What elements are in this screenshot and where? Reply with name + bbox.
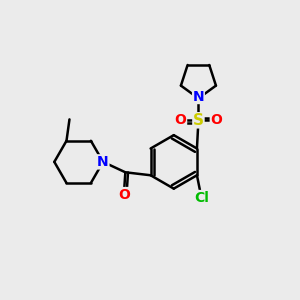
Text: O: O: [118, 188, 130, 202]
Text: O: O: [175, 113, 187, 127]
Text: N: N: [97, 155, 109, 169]
Text: Cl: Cl: [194, 190, 209, 205]
Text: O: O: [210, 113, 222, 127]
Text: N: N: [193, 89, 204, 103]
Text: S: S: [193, 113, 204, 128]
